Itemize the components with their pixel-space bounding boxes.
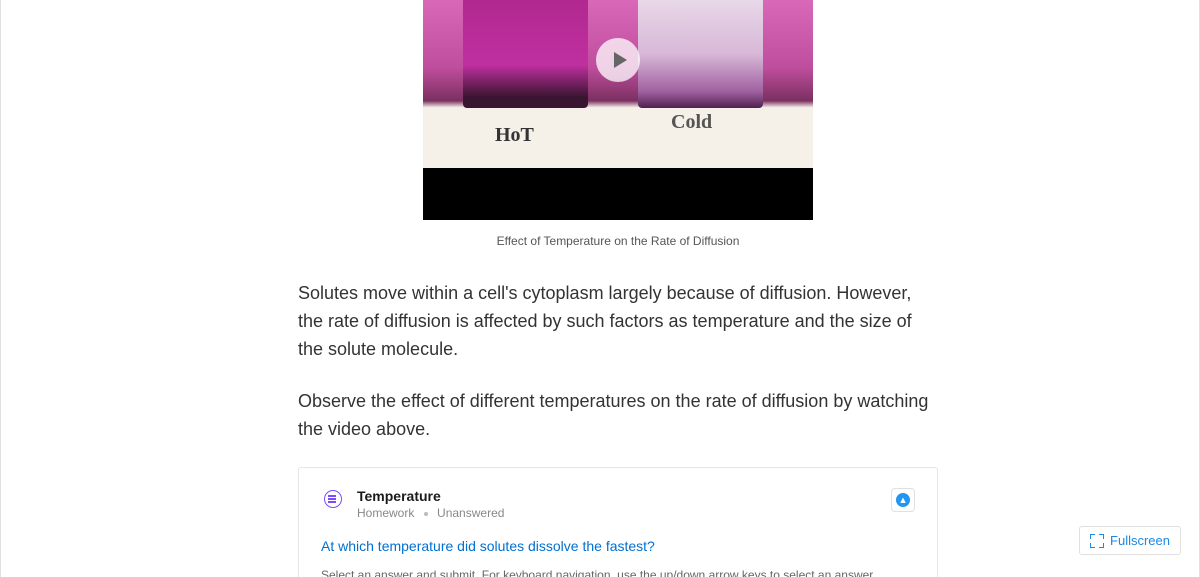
video-player[interactable]	[423, 0, 813, 220]
video-thumbnail	[423, 0, 813, 168]
question-type-icon	[321, 488, 345, 508]
beaker-hot	[463, 0, 588, 108]
body-paragraph-1: Solutes move within a cell's cytoplasm l…	[298, 280, 938, 364]
question-status: Unanswered	[437, 506, 504, 520]
question-category: Homework	[357, 506, 414, 520]
question-card: Temperature Homework Unanswered At which…	[298, 467, 938, 577]
action-icon	[896, 493, 910, 507]
play-icon	[611, 51, 629, 69]
content-scroll[interactable]: Effect of Temperature on the Rate of Dif…	[41, 0, 1185, 577]
chat-icon	[324, 490, 342, 508]
beaker-cold	[638, 0, 763, 108]
play-button[interactable]	[596, 38, 640, 82]
video-caption: Effect of Temperature on the Rate of Dif…	[298, 234, 938, 248]
question-meta: Homework Unanswered	[357, 506, 879, 520]
fullscreen-label: Fullscreen	[1110, 533, 1170, 548]
content-column: Effect of Temperature on the Rate of Dif…	[288, 0, 938, 577]
question-instruction: Select an answer and submit. For keyboar…	[321, 568, 915, 577]
question-action-button[interactable]	[891, 488, 915, 512]
fullscreen-button[interactable]: Fullscreen	[1079, 526, 1181, 555]
question-prompt: At which temperature did solutes dissolv…	[321, 538, 915, 554]
fullscreen-icon	[1090, 534, 1104, 548]
meta-separator	[424, 512, 428, 516]
video-control-bar[interactable]	[423, 168, 813, 220]
question-title: Temperature	[357, 488, 879, 504]
body-paragraph-2: Observe the effect of different temperat…	[298, 388, 938, 444]
